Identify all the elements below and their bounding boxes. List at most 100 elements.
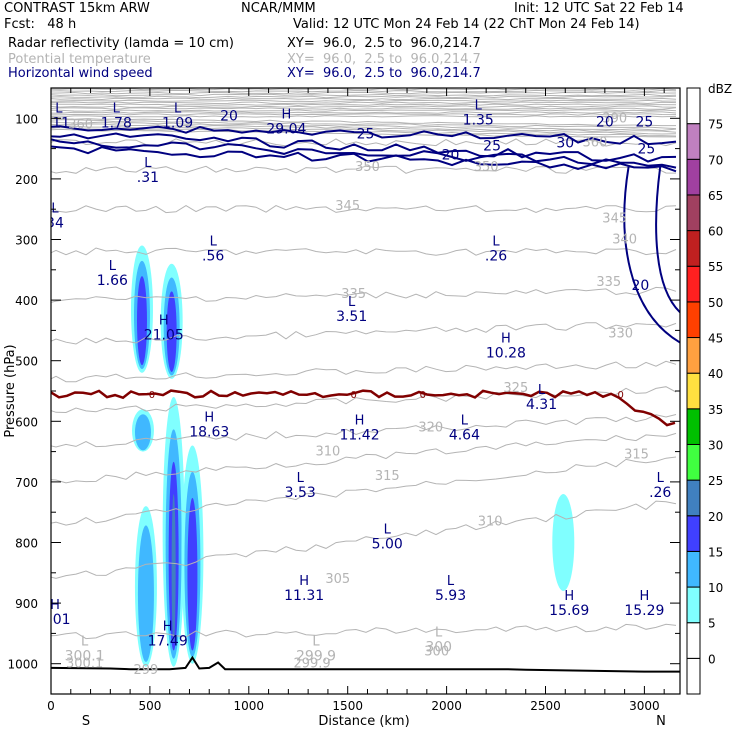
field-xy-reflectivity: XY= 96.0, 2.5 to 96.0,214.7 — [287, 36, 481, 51]
extremum-value: 11.42 — [340, 427, 380, 443]
extremum-value: 15.29 — [624, 603, 664, 619]
extremum-value: 4.64 — [449, 427, 480, 443]
extremum-symbol: L — [461, 413, 469, 428]
isentrope-line — [51, 89, 677, 93]
extremum-value: 29.04 — [266, 121, 306, 137]
extremum-symbol: L — [113, 101, 121, 116]
extremum-symbol: H — [159, 313, 169, 328]
wind-contour-line — [655, 166, 680, 313]
wind-contour-label: 20 — [442, 148, 460, 164]
theta-contour-label: 310 — [316, 445, 341, 460]
colorbar-tick-label: 45 — [708, 332, 723, 346]
extremum-value: .56 — [202, 249, 224, 265]
extremum-value: 21.05 — [144, 327, 184, 343]
theta-contour-label: 345 — [602, 211, 627, 226]
extremum-value: 34 — [46, 215, 64, 231]
wind-contour-label: 20 — [220, 108, 238, 124]
extrema-markers: L.11L1.78L1.09H29.04L1.35L.31L34L1.66L.5… — [39, 98, 671, 664]
extremum-value: 3.51 — [336, 309, 367, 325]
y-tick-label: 1000 — [7, 658, 38, 672]
x-tick-label: 0 — [47, 699, 55, 713]
extremum-symbol: H — [163, 619, 173, 634]
y-tick-label: 200 — [15, 173, 38, 187]
colorbar-tick-label: 30 — [708, 438, 723, 452]
theta-contour-label: 320 — [418, 420, 443, 435]
reflectivity-cell-5 — [137, 525, 154, 662]
theta-contour-label: 350 — [355, 160, 380, 175]
colorbar-swatch — [686, 408, 701, 445]
x-axis-title: Distance (km) — [318, 714, 409, 729]
init-time: Init: 12 UTC Sat 22 Feb 14 — [514, 1, 684, 16]
isentrope-line — [51, 103, 677, 106]
colorbar-tick-label: 0 — [708, 652, 716, 666]
colorbar-swatch — [686, 123, 701, 160]
wind-contour-label: 30 — [556, 136, 574, 152]
theta-contour-label: 300.1 — [66, 657, 103, 672]
theta-contour-line — [51, 386, 677, 414]
extremum-symbol: H — [564, 589, 574, 604]
extremum-symbol: L — [348, 295, 356, 310]
colorbar-tick-label: 75 — [708, 118, 723, 132]
field-label-theta: Potential temperature — [8, 52, 151, 67]
field-xy-theta: XY= 96.0, 2.5 to 96.0,214.7 — [287, 52, 481, 67]
wind-contour-label: 25 — [357, 126, 375, 142]
field-label-reflectivity: Radar reflectivity (lamda = 10 cm) — [8, 36, 234, 51]
isentrope-line — [51, 115, 677, 118]
wind-contour-line — [51, 145, 677, 173]
valid-time: Valid: 12 UTC Mon 24 Feb 14 (22 ChT Mon … — [293, 17, 640, 32]
colorbar-tick-label: 15 — [708, 545, 723, 559]
theta-contour-label: 315 — [624, 448, 649, 463]
wind-contour-label: 25 — [483, 139, 501, 155]
wind-contours — [51, 125, 680, 344]
wind-contour-label: 25 — [637, 142, 655, 158]
theta-contour-line — [51, 432, 677, 484]
extremum-value: .26 — [485, 249, 507, 265]
theta-contour-label: 299.9 — [293, 657, 330, 672]
colorbar-swatch — [686, 194, 701, 232]
extremum-value: 10.28 — [486, 346, 526, 362]
theta-contour-label: 330 — [608, 326, 633, 341]
isentrope-line — [51, 113, 677, 116]
theta-contour-label: 305 — [325, 572, 350, 587]
extremum-value: .31 — [137, 170, 159, 186]
colorbar-tick-label: 10 — [708, 581, 723, 595]
wind-contour-label: 25 — [635, 114, 653, 130]
colorbar-tick-label: 65 — [708, 189, 723, 203]
isentrope-line — [51, 109, 677, 112]
extremum-symbol: L — [210, 235, 218, 250]
terrain-line — [51, 655, 680, 673]
extremum-symbol: L — [538, 383, 546, 398]
extremum-value: 4.31 — [526, 397, 557, 413]
isentrope-line — [51, 91, 677, 95]
extremum-value: 15.69 — [549, 603, 589, 619]
model-title: CONTRAST 15km ARW — [4, 1, 150, 16]
extremum-value: 8.01 — [39, 612, 70, 628]
theta-contour-line — [51, 247, 677, 256]
colorbar-tick-label: 20 — [708, 510, 723, 524]
colorbar-swatch — [686, 265, 701, 303]
extremum-value: 1.78 — [101, 115, 132, 131]
theta-contour-line — [51, 623, 677, 640]
colorbar-swatch — [686, 622, 701, 659]
colorbar-swatch — [686, 515, 701, 552]
extremum-symbol: L — [144, 156, 152, 171]
field-label-wind: Horizontal wind speed — [8, 66, 153, 81]
extremum-symbol: L — [384, 522, 392, 537]
y-tick-label: 100 — [15, 112, 38, 126]
extremum-value: 1.35 — [463, 112, 494, 128]
colorbar-swatch — [686, 87, 701, 125]
extremum-value: .11 — [48, 115, 70, 131]
colorbar-tick-label: 60 — [708, 225, 723, 239]
colorbar-swatch — [686, 657, 701, 695]
isentrope-line — [51, 121, 677, 131]
theta-contour-line — [51, 205, 677, 214]
dense-isentropes-stratosphere — [51, 88, 677, 138]
extremum-symbol: L — [174, 101, 182, 116]
isentrope-line — [51, 95, 677, 99]
colorbar: 0 5 10 15 20 25 30 35 40 45 50 55 60 65 70 75 dBZ — [686, 82, 732, 695]
extremum-symbol: H — [50, 598, 60, 613]
wind-contour-label: 20 — [632, 278, 650, 294]
colorbar-swatch — [686, 230, 701, 267]
freezing-level-label: 0 — [420, 390, 426, 401]
reflectivity-cell-6 — [552, 494, 575, 591]
